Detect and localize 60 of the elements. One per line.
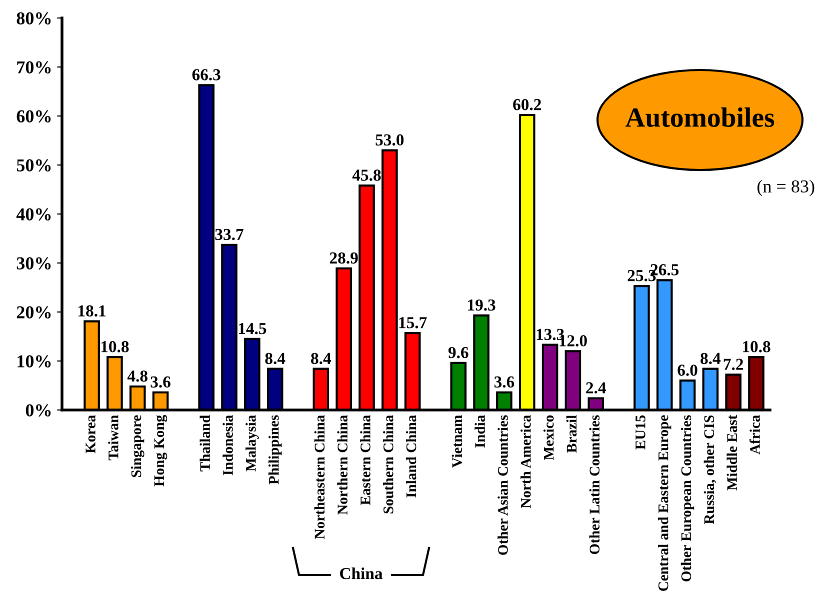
data-label: 45.8 bbox=[352, 170, 381, 181]
x-tick-label: Africa bbox=[749, 415, 760, 454]
x-tick-label: North America bbox=[520, 415, 531, 508]
x-tick-label: Other European Countries bbox=[680, 415, 694, 582]
x-tick-label: Other Asian Countries bbox=[498, 415, 508, 555]
x-tick-label: Singapore bbox=[130, 415, 144, 478]
data-label: 8.4 bbox=[700, 352, 721, 364]
annotation: (n = 83) bbox=[757, 180, 814, 196]
y-tick-label: 10% bbox=[18, 355, 51, 368]
x-tick-label: Other Latin Countries bbox=[589, 415, 600, 554]
x-tick-label: Northern China bbox=[337, 415, 348, 515]
y-tick-label: 80% bbox=[16, 12, 51, 24]
data-label: 53.0 bbox=[376, 134, 404, 146]
data-label: 18.1 bbox=[78, 305, 106, 317]
y-tick-label: 50% bbox=[16, 159, 51, 172]
x-tick-label: Brazil bbox=[566, 415, 577, 453]
y-tick-label: 0% bbox=[26, 404, 51, 416]
x-tick-label: Philippines bbox=[268, 415, 282, 484]
y-tick-label: 60% bbox=[16, 110, 51, 122]
x-tick-label: Hong Kong bbox=[154, 415, 168, 486]
data-label: 15.7 bbox=[399, 317, 427, 328]
x-tick-label: Vietnam bbox=[452, 415, 462, 468]
x-tick-label: Southern China bbox=[383, 415, 394, 514]
y-tick-label: 30% bbox=[16, 257, 51, 270]
x-tick-label: Northeastern China bbox=[314, 415, 325, 539]
x-tick-label: Indonesia bbox=[222, 415, 233, 476]
data-label: 8.4 bbox=[265, 352, 286, 364]
data-label: 28.9 bbox=[330, 252, 358, 264]
data-label: 10.8 bbox=[743, 341, 770, 352]
data-label: 66.3 bbox=[192, 69, 220, 80]
x-tick-label: Middle East bbox=[726, 414, 737, 490]
data-label: 4.8 bbox=[127, 370, 148, 382]
data-label: 3.6 bbox=[494, 376, 514, 388]
x-tick-label: Russia, other CIS bbox=[704, 415, 716, 524]
data-label: 9.6 bbox=[448, 346, 468, 358]
data-label: 19.3 bbox=[468, 299, 496, 311]
data-label: 33.7 bbox=[215, 228, 244, 240]
y-tick-label: 70% bbox=[17, 61, 51, 74]
x-tick-label: India bbox=[474, 415, 485, 448]
x-tick-label: Mexico bbox=[543, 415, 554, 460]
data-label: 60.2 bbox=[513, 99, 541, 110]
x-tick-label: Inland China bbox=[406, 415, 416, 498]
data-label: 14.5 bbox=[238, 323, 266, 334]
x-tick-label: Central and Eastern Europe bbox=[658, 415, 672, 591]
data-label: 2.4 bbox=[586, 382, 606, 394]
x-tick-label: Thailand bbox=[200, 415, 210, 472]
data-label: 10.8 bbox=[101, 341, 129, 352]
annotation: Automobiles bbox=[625, 107, 774, 128]
x-tick-label: EU15 bbox=[636, 415, 646, 450]
x-tick-label: Malaysia bbox=[246, 415, 259, 472]
text: China bbox=[340, 567, 383, 580]
x-tick-label: Taiwan bbox=[108, 415, 118, 460]
x-tick-label: Eastern China bbox=[360, 415, 370, 505]
x-tick-label: Korea bbox=[86, 415, 96, 454]
y-tick-label: 40% bbox=[16, 208, 51, 220]
y-tick-label: 20% bbox=[16, 306, 51, 318]
data-label: 8.4 bbox=[311, 352, 332, 364]
data-label: 6.0 bbox=[678, 364, 698, 376]
data-label: 7.2 bbox=[724, 358, 744, 370]
data-label: 3.6 bbox=[150, 376, 170, 388]
